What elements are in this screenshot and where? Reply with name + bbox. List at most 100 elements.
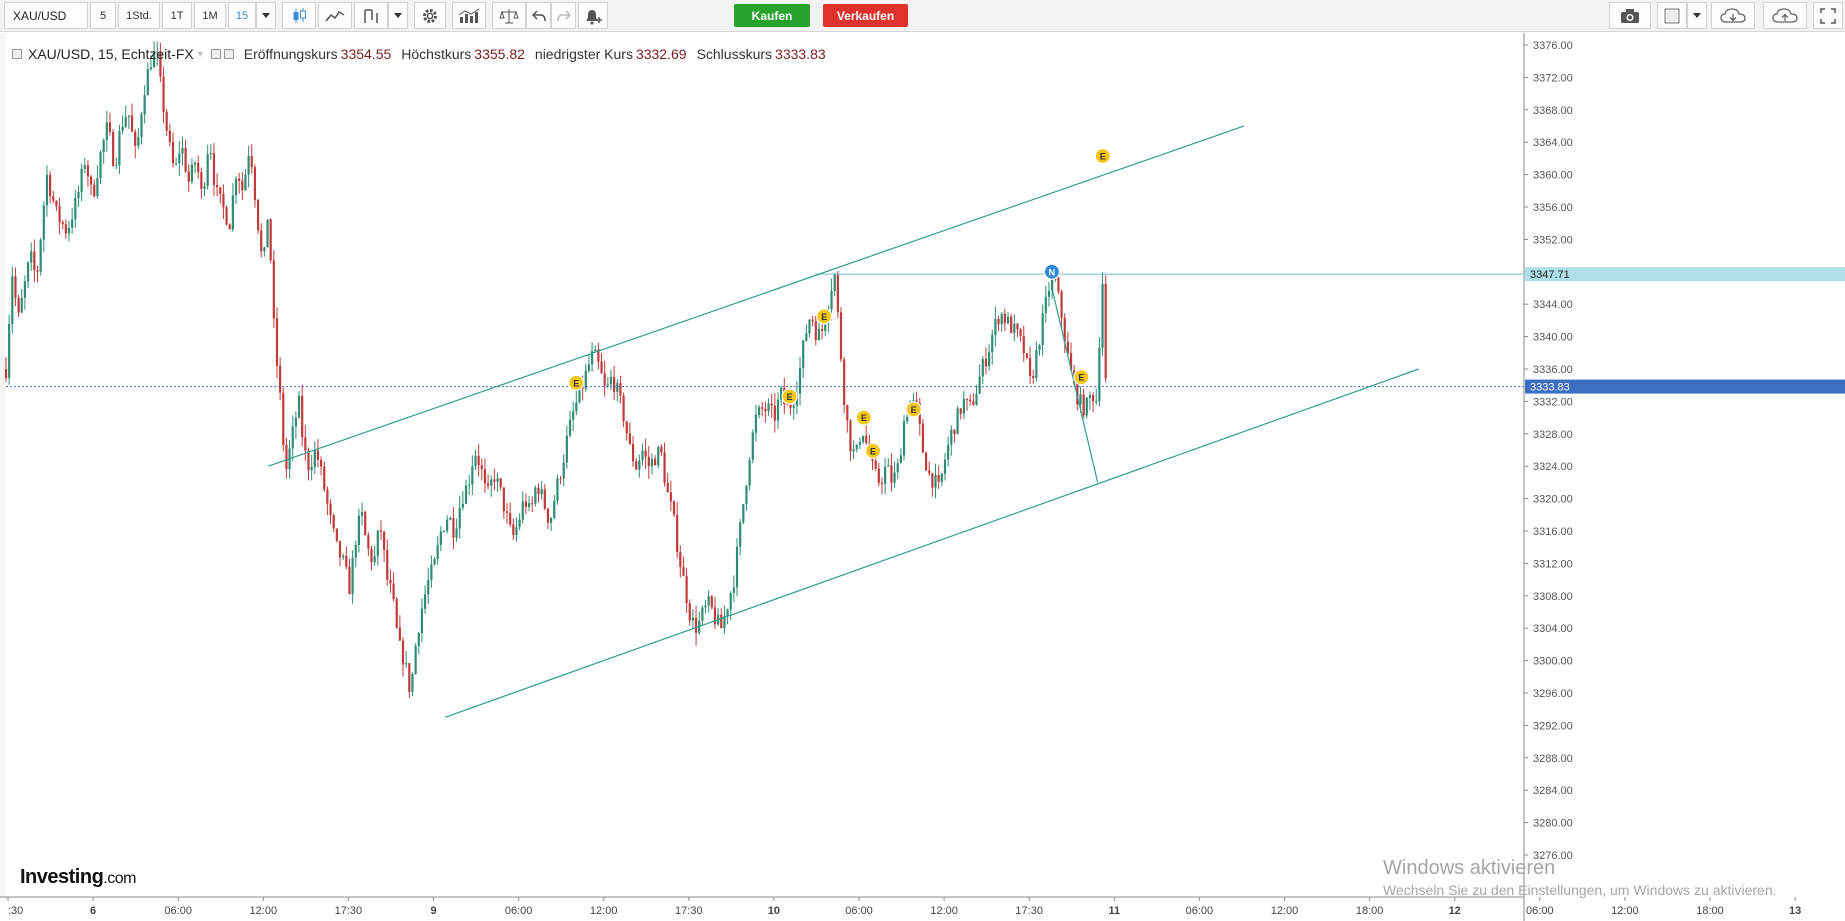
candle-body bbox=[553, 500, 556, 519]
candle-body bbox=[638, 460, 641, 470]
candle-body bbox=[146, 68, 149, 96]
chart-toolbar: XAU/USD 5 1Std. 1T 1M 15 Kaufen Verkaufe… bbox=[0, 0, 1845, 32]
logo-suffix: .com bbox=[103, 870, 136, 887]
candle-body bbox=[657, 447, 660, 466]
candles-style-button[interactable] bbox=[282, 2, 316, 29]
candle-body bbox=[556, 478, 559, 501]
candle-body bbox=[660, 447, 663, 453]
event-badge[interactable] bbox=[864, 442, 882, 459]
candle-body bbox=[401, 640, 405, 665]
time-tick-label: 12:00 bbox=[930, 905, 958, 917]
candle-body bbox=[39, 239, 42, 272]
buy-button[interactable]: Kaufen bbox=[734, 4, 810, 27]
candle-body bbox=[928, 470, 931, 474]
save-chart-button[interactable] bbox=[1763, 2, 1807, 29]
candle-body bbox=[704, 605, 707, 608]
candle-body bbox=[499, 478, 502, 488]
news-badge[interactable] bbox=[1043, 263, 1061, 280]
interval-1m-button[interactable]: 1M bbox=[194, 2, 226, 29]
layout-button[interactable] bbox=[1657, 2, 1687, 29]
candle-body bbox=[537, 487, 540, 495]
candle-body bbox=[594, 349, 597, 352]
candle-body bbox=[956, 408, 959, 435]
candle-body bbox=[238, 178, 241, 181]
fullscreen-button[interactable] bbox=[1813, 2, 1843, 29]
load-chart-button[interactable] bbox=[1711, 2, 1755, 29]
candle-body bbox=[798, 368, 802, 394]
candle-body bbox=[212, 152, 216, 186]
layout-dropdown-button[interactable] bbox=[1687, 2, 1707, 29]
candle-body bbox=[209, 152, 212, 155]
price-tick-label: 3288.00 bbox=[1533, 753, 1573, 765]
candle-body bbox=[332, 515, 335, 529]
candle-body bbox=[241, 180, 244, 191]
candle-body bbox=[1000, 313, 1003, 325]
screenshot-button[interactable] bbox=[1609, 2, 1651, 29]
candle-body bbox=[635, 461, 638, 470]
event-badge[interactable] bbox=[568, 374, 585, 391]
interval-5-button[interactable]: 5 bbox=[90, 2, 116, 29]
interval-1d-button[interactable]: 1T bbox=[162, 2, 192, 29]
price-axis[interactable] bbox=[1524, 33, 1845, 921]
plot-area[interactable] bbox=[6, 33, 1524, 897]
interval-15-button[interactable]: 15 bbox=[228, 2, 256, 29]
studies-button[interactable] bbox=[452, 2, 486, 29]
symbol-input[interactable]: XAU/USD bbox=[4, 2, 88, 29]
candle-body bbox=[442, 531, 446, 533]
interval-dropdown-button[interactable] bbox=[256, 2, 276, 29]
candle-body bbox=[628, 433, 631, 444]
candle-body bbox=[42, 205, 45, 240]
candle-body bbox=[786, 404, 789, 406]
legend-settings-icon[interactable] bbox=[223, 49, 234, 59]
time-tick-label: 10 bbox=[768, 905, 780, 917]
candle-body bbox=[780, 387, 783, 400]
event-badge[interactable] bbox=[855, 409, 872, 426]
price-tick-label: 3360.00 bbox=[1533, 170, 1573, 182]
chevron-down-icon bbox=[394, 13, 402, 18]
price-tick-label: 3296.00 bbox=[1533, 688, 1573, 700]
candle-body bbox=[691, 617, 695, 621]
undo-button[interactable] bbox=[526, 2, 551, 29]
event-badge[interactable] bbox=[1073, 369, 1090, 386]
candle-body bbox=[23, 281, 27, 298]
candle-body bbox=[216, 185, 219, 188]
candle-body bbox=[1060, 291, 1063, 318]
trend-line[interactable] bbox=[1051, 287, 1099, 483]
candle-body bbox=[329, 503, 332, 516]
time-tick-label: 9 bbox=[430, 905, 436, 917]
interval-1h-button[interactable]: 1Std. bbox=[118, 2, 160, 29]
redo-button[interactable] bbox=[551, 2, 576, 29]
candle-body bbox=[663, 452, 666, 483]
candle-body bbox=[335, 528, 338, 541]
trend-line[interactable] bbox=[268, 125, 1245, 467]
indicators-button[interactable] bbox=[318, 2, 352, 29]
candle-body bbox=[950, 429, 953, 445]
legend-dropdown-icon[interactable]: ▾ bbox=[197, 48, 203, 60]
high-label: Höchstkurs bbox=[401, 46, 472, 62]
candle-body bbox=[405, 663, 408, 665]
candle-body bbox=[45, 174, 49, 206]
compare-button[interactable] bbox=[354, 2, 388, 29]
sell-button[interactable]: Verkaufen bbox=[823, 4, 908, 27]
event-badge[interactable] bbox=[816, 308, 833, 325]
event-badge[interactable] bbox=[905, 401, 922, 418]
compare-dropdown-button[interactable] bbox=[388, 2, 408, 29]
candle-body bbox=[776, 399, 780, 421]
candle-body bbox=[313, 450, 316, 468]
candle-body bbox=[606, 384, 609, 386]
candles-icon bbox=[293, 7, 306, 23]
candle-body bbox=[789, 405, 792, 408]
collapse-legend-icon[interactable] bbox=[12, 49, 22, 59]
alert-button[interactable] bbox=[578, 2, 608, 29]
settings-button[interactable] bbox=[414, 2, 446, 29]
trend-line[interactable] bbox=[444, 368, 1420, 718]
candle-body bbox=[319, 459, 323, 467]
candle-body bbox=[502, 487, 505, 512]
legend-visibility-icon[interactable] bbox=[210, 49, 221, 59]
balance-button[interactable] bbox=[492, 2, 526, 29]
event-badge[interactable] bbox=[1094, 147, 1111, 165]
price-tick-label: 3368.00 bbox=[1533, 105, 1573, 117]
event-badge[interactable] bbox=[781, 388, 798, 405]
candle-body bbox=[688, 603, 691, 621]
